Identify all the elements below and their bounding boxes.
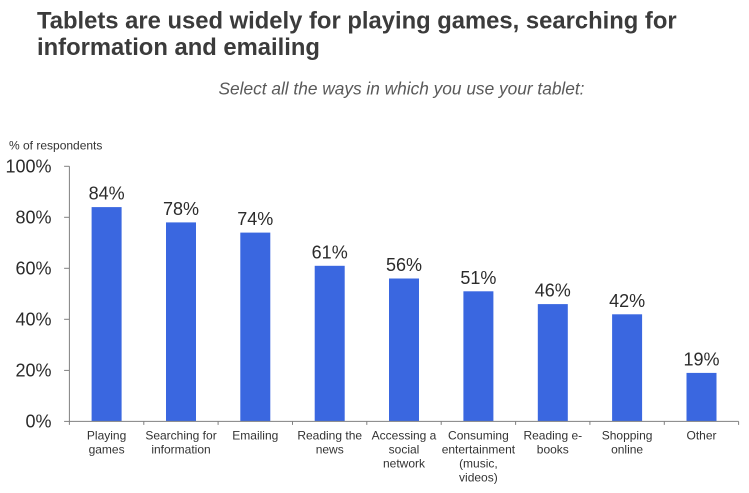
svg-text:news: news [316,443,344,457]
svg-text:books: books [537,443,569,457]
svg-text:42%: 42% [609,291,645,311]
svg-text:videos): videos) [459,471,498,485]
svg-text:(music,: (music, [459,457,498,471]
svg-text:74%: 74% [237,209,273,229]
svg-text:51%: 51% [460,268,496,288]
svg-text:Emailing: Emailing [232,429,278,443]
svg-text:84%: 84% [89,184,125,204]
svg-text:60%: 60% [15,259,51,279]
svg-text:Tablets are used widely for pl: Tablets are used widely for playing game… [37,8,677,35]
svg-text:network: network [383,457,426,471]
svg-text:% of respondents: % of respondents [9,138,102,152]
svg-text:social: social [389,443,420,457]
svg-text:80%: 80% [15,208,51,228]
svg-text:0%: 0% [25,412,51,432]
svg-text:46%: 46% [535,281,571,301]
svg-text:100%: 100% [5,157,51,177]
svg-text:games: games [89,443,125,457]
svg-text:Accessing a: Accessing a [372,429,437,443]
svg-text:Other: Other [686,429,716,443]
svg-text:Reading the: Reading the [297,429,362,443]
svg-text:online: online [611,443,643,457]
svg-text:information and emailing: information and emailing [37,34,320,61]
svg-text:Consuming: Consuming [448,429,509,443]
svg-text:20%: 20% [15,361,51,381]
svg-text:78%: 78% [163,199,199,219]
svg-text:61%: 61% [312,242,348,262]
svg-text:Searching for: Searching for [145,429,216,443]
svg-text:Shopping: Shopping [602,429,653,443]
svg-text:Select all the ways in which y: Select all the ways in which you use you… [219,78,585,98]
svg-text:Playing: Playing [87,429,126,443]
svg-text:Reading e-: Reading e- [523,429,582,443]
svg-text:information: information [151,443,210,457]
svg-text:40%: 40% [15,310,51,330]
svg-text:entertainment: entertainment [442,443,516,457]
svg-text:19%: 19% [683,349,719,369]
svg-text:56%: 56% [386,255,422,275]
